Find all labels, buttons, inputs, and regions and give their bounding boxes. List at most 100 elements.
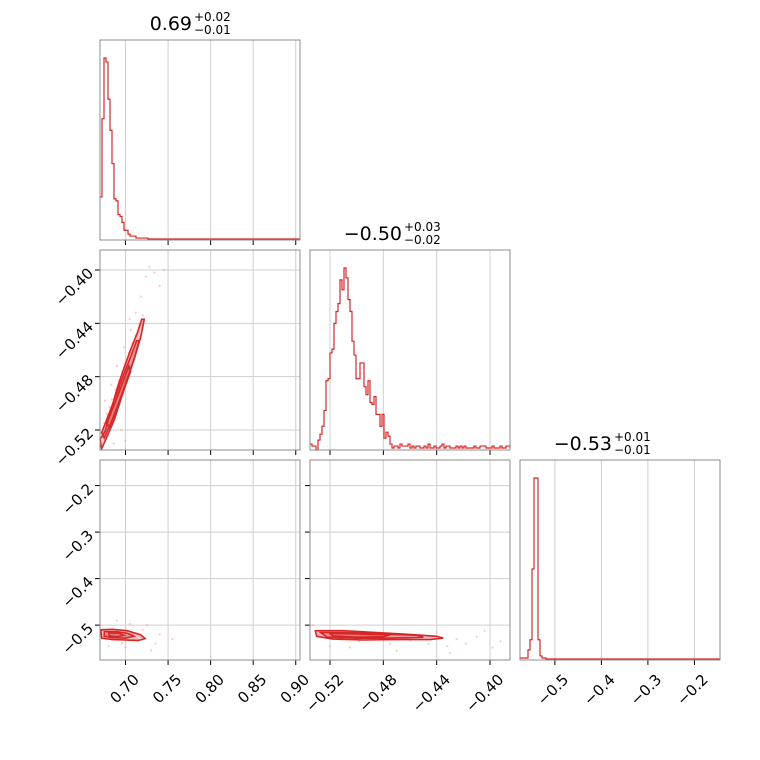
- sample-point: [128, 318, 131, 321]
- sample-point: [105, 412, 109, 416]
- x-tick-label: 0.85: [234, 671, 270, 707]
- y-tick-label: −0.2: [59, 480, 97, 518]
- sample-point: [171, 637, 174, 641]
- hist-panel-2: −0.5 −0.4 −0.3 −0.2 −0.53 +0.01−0.01: [519, 430, 721, 709]
- y-tick-label: −0.4: [59, 573, 97, 611]
- param-title-plus: +0.03: [404, 220, 441, 234]
- pair-panel-p2_vs_p1: −0.52 −0.48 −0.44 −0.40: [302, 459, 511, 716]
- contour-level-3: [327, 632, 391, 639]
- sample-point: [158, 284, 161, 288]
- sample-point: [141, 628, 144, 631]
- contour-level-1: [100, 628, 147, 642]
- sample-point: [103, 399, 107, 402]
- sample-point: [328, 644, 332, 648]
- sample-point: [107, 644, 110, 648]
- sample-point: [348, 646, 352, 649]
- sample-point: [115, 619, 119, 622]
- param-title-minus: −0.02: [404, 233, 441, 247]
- param-title-plus: +0.02: [194, 10, 231, 24]
- pair-panel-p2_vs_p0: 0.70 0.75 0.80 0.85 0.90−0.5−0.4−0.3−0.2: [59, 459, 313, 707]
- sample-point: [153, 271, 156, 274]
- sample-point: [149, 649, 153, 652]
- histogram-step-line: [310, 267, 511, 451]
- sample-point: [154, 642, 157, 645]
- sample-point: [148, 266, 151, 269]
- sample-point: [110, 398, 114, 401]
- sample-point: [124, 439, 127, 442]
- panel-frame: [99, 459, 301, 661]
- x-tick-label: 0.70: [106, 671, 142, 707]
- x-tick-label: −0.48: [355, 671, 400, 716]
- param-title-value: −0.53: [554, 433, 612, 455]
- panel-content: [100, 619, 174, 652]
- sample-point: [120, 642, 124, 645]
- sample-point: [491, 646, 494, 649]
- panel-frame: [99, 249, 301, 451]
- y-tick-label: −0.52: [52, 424, 97, 469]
- sample-point: [448, 651, 452, 655]
- x-tick-label: −0.3: [627, 671, 665, 709]
- sample-point: [134, 311, 137, 314]
- panel-content: [100, 266, 166, 450]
- histogram-step-line: [100, 57, 300, 240]
- sample-point: [311, 623, 314, 627]
- sample-point: [158, 633, 161, 636]
- sample-point: [464, 642, 468, 645]
- contour-level-1: [314, 629, 444, 641]
- sample-point: [475, 635, 478, 638]
- param-title-minus: −0.01: [194, 23, 231, 37]
- y-tick-label: −0.48: [52, 371, 97, 416]
- panel-frame: [99, 39, 301, 241]
- y-tick-label: −0.5: [59, 619, 97, 657]
- y-tick-label: −0.3: [59, 526, 97, 564]
- sample-point: [112, 442, 115, 445]
- panel-frame: [309, 249, 511, 451]
- sample-point: [122, 346, 126, 349]
- param-title-value: 0.69: [150, 13, 192, 35]
- sample-point: [499, 640, 502, 643]
- x-tick-label: −0.40: [462, 671, 507, 716]
- sample-point: [115, 364, 119, 368]
- sample-point: [139, 295, 143, 298]
- y-tick-label: −0.40: [52, 264, 97, 309]
- x-tick-label: 0.75: [149, 671, 185, 707]
- sample-point: [144, 275, 148, 278]
- sample-point: [395, 649, 398, 652]
- sample-point: [109, 383, 113, 386]
- contour-level-2: [318, 631, 424, 639]
- x-tick-label: −0.2: [673, 671, 711, 709]
- sample-point: [129, 328, 132, 332]
- sample-point: [124, 646, 127, 649]
- hist-panel-0: 0.69 +0.02−0.01: [99, 10, 301, 245]
- x-tick-label: −0.44: [409, 671, 454, 716]
- sample-point: [435, 630, 438, 634]
- sample-point: [162, 268, 166, 272]
- x-tick-label: −0.52: [302, 671, 347, 716]
- contour-fill-level-3: [106, 366, 131, 428]
- pair-panel-p1_vs_p0: −0.52 −0.48 −0.44 −0.40: [52, 249, 301, 470]
- param-title-plus: +0.01: [614, 430, 651, 444]
- x-tick-label: 0.80: [192, 671, 228, 707]
- sample-point: [108, 406, 111, 409]
- sample-point: [145, 623, 149, 627]
- x-tick-label: −0.5: [534, 671, 572, 709]
- contour-level-3: [105, 363, 132, 430]
- contour-level-3: [107, 632, 127, 638]
- x-tick-label: −0.4: [580, 671, 618, 709]
- panel-content: [311, 623, 502, 655]
- sample-point: [128, 622, 131, 626]
- param-title-minus: −0.01: [614, 443, 651, 457]
- sample-point: [446, 644, 449, 648]
- panel-frame: [309, 459, 511, 661]
- histogram-step-line: [520, 477, 720, 660]
- param-title-value: −0.50: [344, 223, 402, 245]
- sample-point: [455, 637, 458, 641]
- sample-point: [141, 314, 144, 317]
- hist-panel-1: −0.50 +0.03−0.02: [309, 220, 511, 455]
- sample-point: [120, 428, 123, 432]
- contour-level-2: [103, 630, 137, 639]
- sample-point: [358, 640, 361, 643]
- sample-point: [318, 633, 321, 636]
- sample-point: [427, 642, 430, 645]
